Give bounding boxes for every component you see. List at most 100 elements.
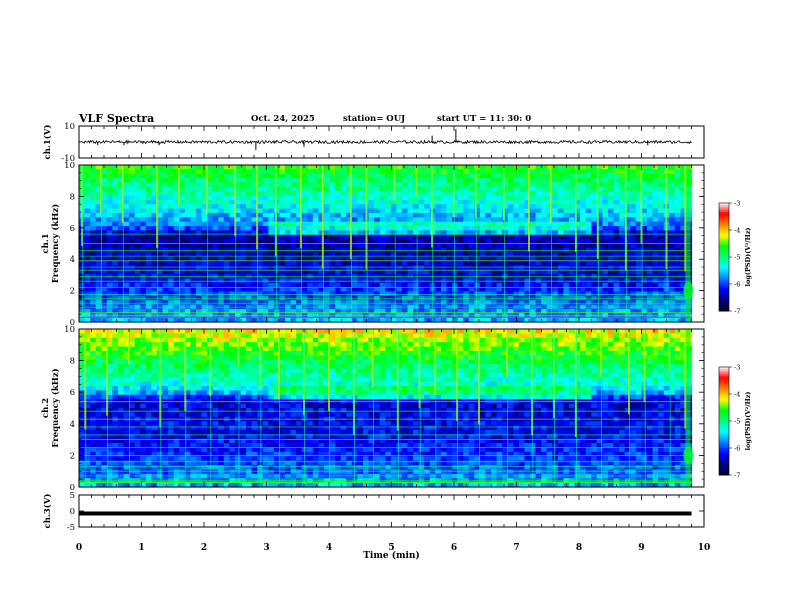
- spectrogram-cell: [134, 337, 141, 343]
- spectrogram-cell: [535, 226, 542, 232]
- spectrogram-cell: [257, 169, 264, 175]
- spectrogram-cell: [324, 359, 331, 365]
- spectrogram-cell: [179, 204, 186, 210]
- spectrogram-cell: [262, 212, 269, 218]
- spectrogram-cell: [413, 239, 420, 245]
- spectrogram-cell: [530, 199, 537, 205]
- spectrogram-cell: [207, 239, 214, 245]
- spectrogram-cell: [613, 243, 620, 249]
- spectrogram-cell: [112, 350, 119, 356]
- spectrogram-cell: [574, 329, 581, 334]
- spectrogram-cell: [624, 186, 631, 192]
- spectrogram-cell: [663, 350, 670, 356]
- spectrogram-cell: [546, 199, 553, 205]
- spectrogram-cell: [262, 195, 269, 201]
- spectrogram-cell: [207, 173, 214, 179]
- spectrogram-cell: [201, 204, 208, 210]
- spectrogram-cell: [268, 350, 275, 356]
- spectrogram-cell: [257, 165, 264, 170]
- spectrogram-cell: [223, 178, 230, 184]
- spectrogram-cell: [424, 226, 431, 232]
- spectrogram-cell: [307, 217, 314, 223]
- spectrogram-cell: [318, 212, 325, 218]
- spectrogram-cell: [485, 260, 492, 266]
- spectrogram-cell: [602, 212, 609, 218]
- spectrogram-cell: [240, 256, 247, 262]
- spectrogram-cell: [123, 337, 130, 343]
- spectrogram-cell: [619, 265, 626, 271]
- spectrogram-cell: [652, 212, 659, 218]
- spectrogram-cell: [669, 282, 676, 288]
- spectrogram-cell: [134, 364, 141, 370]
- spectrogram-cell: [212, 342, 219, 348]
- spectrogram-cell: [134, 178, 141, 184]
- spectrogram-cell: [151, 256, 158, 262]
- spectrogram-cell: [279, 359, 286, 365]
- spectrogram-cell: [101, 256, 108, 262]
- spectrogram-cell: [335, 291, 342, 297]
- spectrogram-cell: [179, 317, 186, 323]
- spectrogram-cell: [279, 265, 286, 271]
- spectrogram-cell: [596, 287, 604, 293]
- spectrogram-cell: [179, 186, 186, 192]
- spectrogram-cell: [585, 355, 592, 361]
- spectrogram-cell: [580, 199, 587, 205]
- spectrogram-cell: [301, 178, 308, 184]
- spectrogram-cell: [262, 226, 269, 232]
- spectrogram-cell: [541, 291, 548, 297]
- spectrogram-cell: [591, 169, 598, 175]
- spectrogram-cell: [257, 195, 264, 201]
- spectrogram-cell: [240, 208, 247, 214]
- spectrogram-cell: [435, 243, 442, 249]
- spectrogram-cell: [301, 265, 308, 271]
- spectrogram-cell: [574, 226, 581, 232]
- spectrogram-cell: [646, 333, 654, 339]
- spectrogram-cell: [90, 195, 97, 201]
- spectrogram-cell: [596, 178, 604, 184]
- spectrogram-cell: [123, 191, 130, 197]
- spectrogram-cell: [624, 212, 631, 218]
- start-time-label: start UT = 11: 30: 0: [437, 114, 532, 124]
- spectrogram-cell: [524, 350, 531, 356]
- spectrogram-cell: [429, 350, 436, 356]
- spectrogram-cell: [401, 226, 409, 232]
- spectrogram-cell: [229, 169, 236, 175]
- spectrogram-cell: [112, 287, 119, 293]
- spectrogram-cell: [674, 300, 681, 306]
- spectrogram-cell: [229, 230, 236, 236]
- spectrogram-cell: [218, 317, 225, 323]
- spectrogram-cell: [557, 260, 565, 266]
- spectrogram-cell: [318, 234, 325, 240]
- spectrogram-cell: [340, 359, 347, 365]
- spectrogram-cell: [184, 230, 191, 236]
- spectrogram-cell: [396, 282, 403, 288]
- spectrogram-cell: [357, 186, 364, 192]
- spectrogram-cell: [535, 182, 542, 188]
- spectrogram-cell: [452, 208, 459, 214]
- spectrogram-cell: [179, 191, 186, 197]
- spectrogram-cell: [652, 317, 659, 323]
- spectrogram-cell: [95, 191, 102, 197]
- spectrogram-cell: [413, 204, 420, 210]
- spectrogram-cell: [201, 169, 208, 175]
- spectrogram-cell: [240, 317, 247, 323]
- spectrogram-cell: [569, 282, 576, 288]
- spectrogram-cell: [335, 169, 342, 175]
- spectrogram-cell: [234, 282, 242, 288]
- spectrogram-cell: [396, 221, 403, 227]
- spectrogram-cell: [407, 204, 414, 210]
- spectrogram-cell: [440, 282, 448, 288]
- spectrogram-cell: [524, 234, 531, 240]
- spectrogram-cell: [145, 269, 152, 275]
- spectrogram-cell: [485, 333, 492, 339]
- spectrogram-cell: [84, 350, 91, 356]
- spectrogram-cell: [162, 282, 169, 288]
- spectrogram-cell: [546, 226, 553, 232]
- spectrogram-cell: [90, 350, 97, 356]
- spectrogram-cell: [357, 191, 364, 197]
- spectrogram-cell: [368, 317, 375, 323]
- spectrogram-cell: [496, 291, 503, 297]
- spectrogram-cell: [379, 364, 386, 370]
- spectrogram-cell: [619, 191, 626, 197]
- spectrogram-cell: [530, 308, 537, 314]
